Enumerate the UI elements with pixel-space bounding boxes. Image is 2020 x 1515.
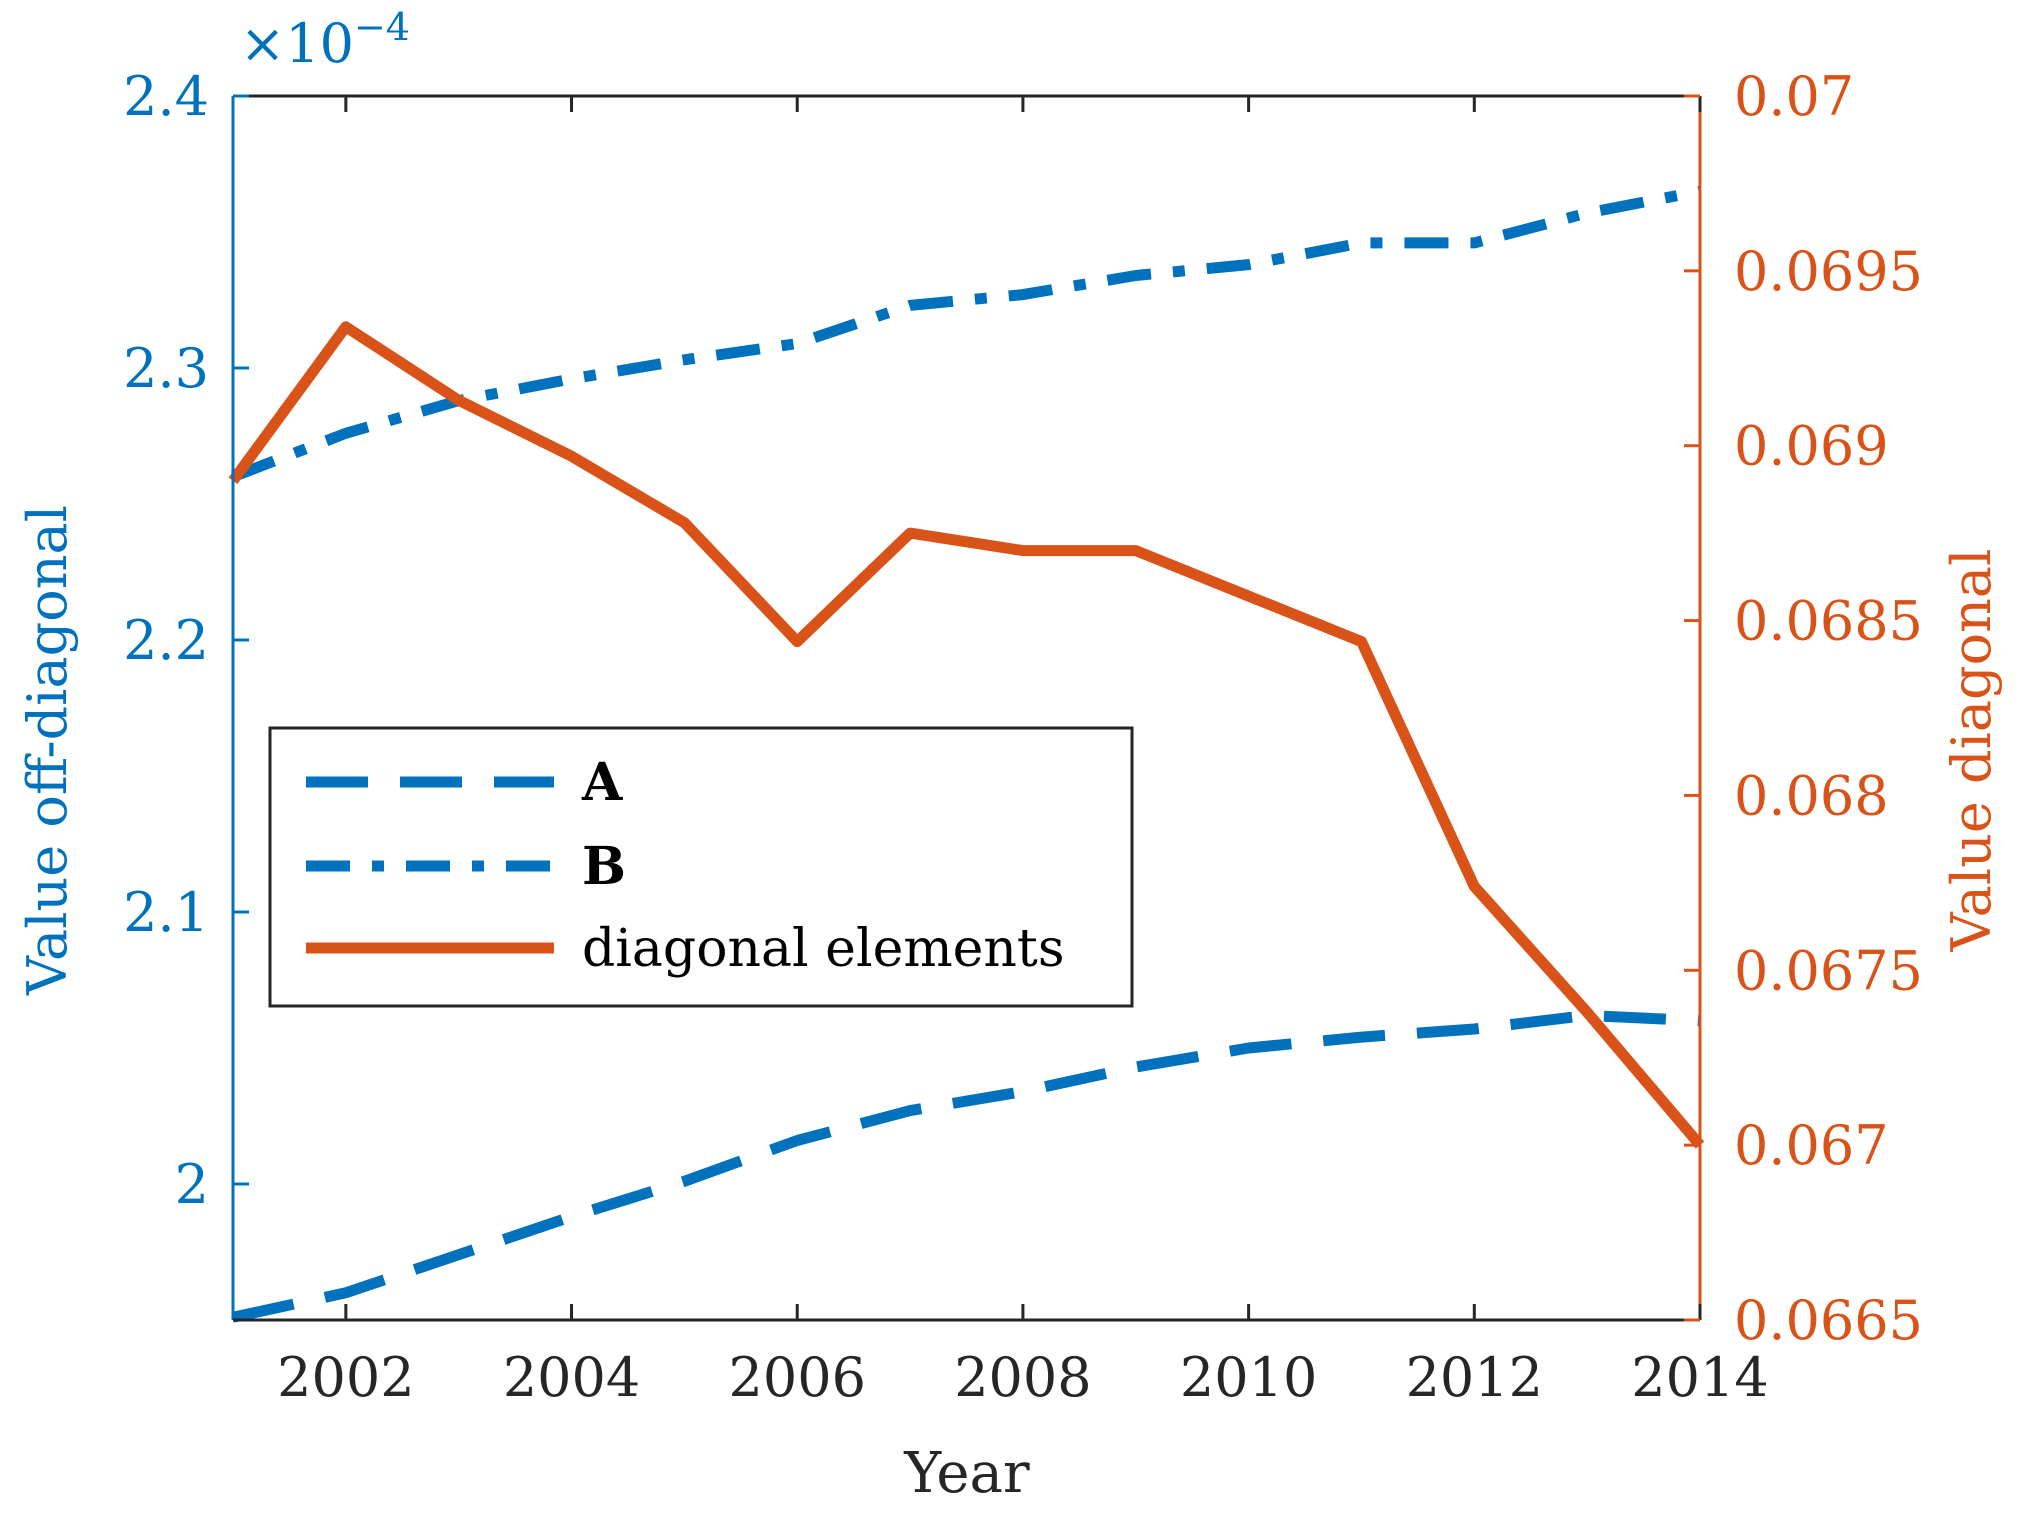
y-tick-label-right: 0.069 <box>1734 415 1889 478</box>
x-tick-label: 2014 <box>1631 1346 1768 1409</box>
y-tick-label-left: 2.3 <box>123 337 209 400</box>
y-axis-label-left: Value off-diagonal <box>16 505 79 996</box>
legend-label-diagonal: diagonal elements <box>582 919 1065 979</box>
exponent-power: −4 <box>354 5 410 49</box>
y-tick-label-left: 2.1 <box>123 881 209 944</box>
x-tick-label: 2002 <box>277 1346 414 1409</box>
y-tick-label-right: 0.067 <box>1734 1114 1889 1177</box>
plot-background <box>233 96 1700 1320</box>
plot-area <box>233 96 1700 1320</box>
x-tick-label: 2010 <box>1180 1346 1317 1409</box>
y-tick-label-right: 0.07 <box>1734 65 1854 128</box>
legend: A B diagonal elements <box>268 726 1134 1008</box>
y-tick-label-left: 2.2 <box>123 609 209 672</box>
axes-layer: 2002 2004 2006 2008 2010 2012 2014 2 2.1 2.2 2.3 2.… <box>123 65 1923 1409</box>
y-tick-label-right: 0.0695 <box>1734 240 1923 303</box>
y-tick-label-right: 0.0675 <box>1734 939 1923 1002</box>
legend-label-b: B <box>582 836 626 897</box>
legend-label-a: A <box>581 752 623 813</box>
x-tick-label: 2004 <box>503 1346 640 1409</box>
x-tick-label: 2012 <box>1406 1346 1543 1409</box>
y-axis-label-right: Value diagonal <box>1940 549 2003 953</box>
x-axis-label: Year <box>903 1441 1030 1506</box>
y-tick-label-right: 0.0685 <box>1734 590 1923 653</box>
x-tick-label: 2008 <box>954 1346 1091 1409</box>
x-tick-label: 2006 <box>729 1346 866 1409</box>
y-tick-label-right: 0.068 <box>1734 764 1889 827</box>
y-tick-label-right: 0.0665 <box>1734 1289 1923 1352</box>
exponent-base: ×10 <box>240 12 354 75</box>
series-layer <box>228 185 1705 1323</box>
series-line-a <box>231 1009 1701 1323</box>
y-tick-label-left: 2 <box>175 1153 209 1216</box>
y-tick-label-left: 2.4 <box>123 65 209 128</box>
series-line-diagonal-elements <box>228 321 1705 1149</box>
exponent-label: ×10−4 <box>240 5 410 75</box>
